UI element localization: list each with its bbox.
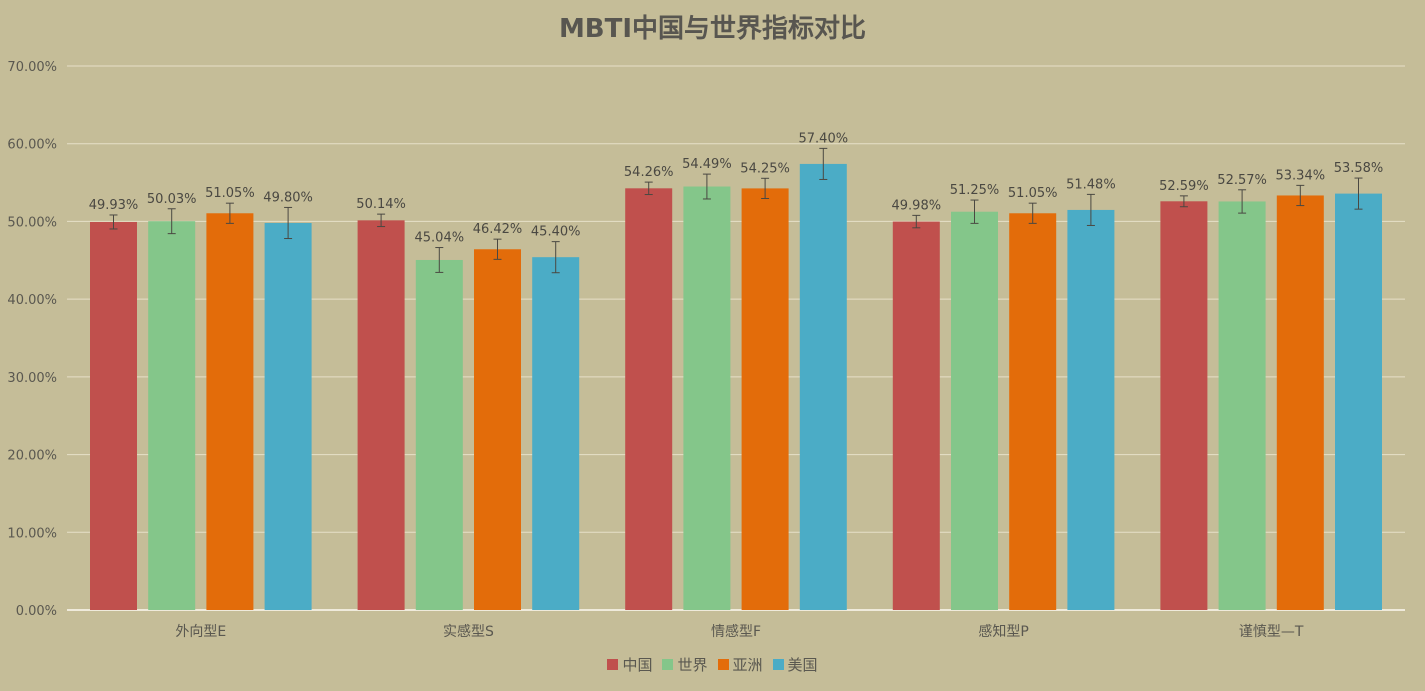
data-label: 52.59% [1159,179,1209,194]
data-label: 54.26% [624,165,674,180]
bar-世界[interactable] [415,259,463,610]
data-label: 51.05% [1008,186,1058,201]
data-label: 45.04% [415,231,465,246]
y-tick-label: 10.00% [7,526,57,541]
legend-swatch-icon [662,659,674,670]
y-tick-label: 60.00% [7,138,57,153]
bar-亚洲[interactable] [474,249,521,610]
data-label: 52.57% [1217,173,1267,188]
bar-中国[interactable] [90,221,137,610]
bar-美国[interactable] [532,257,580,610]
bar-中国[interactable] [625,188,673,611]
x-category-label: 情感型F [711,623,761,640]
legend-label: 中国 [622,656,653,674]
y-tick-label: 20.00% [7,449,57,464]
legend-item[interactable]: 中国 [607,654,652,675]
data-label: 57.40% [799,131,849,146]
chart-legend: 中国 世界 亚洲 美国 [0,654,1425,675]
data-label: 49.98% [892,198,942,213]
legend-swatch-icon [717,659,729,670]
bar-亚洲[interactable] [741,188,789,610]
y-tick-label: 0.00% [16,604,57,619]
data-label: 49.80% [263,190,313,205]
legend-label: 美国 [787,656,818,674]
bar-美国[interactable] [264,222,312,611]
legend-swatch-icon [772,659,784,670]
x-category-label: 谨慎型—T [1239,624,1304,640]
y-tick-label: 30.00% [7,371,57,386]
bar-chart: 0.00% 10.00% 20.00% 30.00% 40.00% 50.00% 60.00… [7,60,1405,640]
bar-世界[interactable] [148,221,196,610]
bar-美国[interactable] [799,163,847,611]
bar-世界[interactable] [683,186,731,610]
data-label: 46.42% [473,222,523,237]
bar-中国[interactable] [1160,201,1208,610]
x-category-label: 感知型P [978,623,1028,640]
data-label: 51.25% [950,183,1000,198]
data-label: 53.58% [1334,161,1384,176]
y-tick-label: 70.00% [7,60,57,75]
data-label: 50.03% [147,192,197,207]
x-category-label: 实感型S [443,623,494,640]
legend-item[interactable]: 亚洲 [717,654,763,675]
legend-item[interactable]: 世界 [662,654,708,675]
data-label: 45.40% [531,225,581,240]
bar-中国[interactable] [892,221,940,611]
bar-世界[interactable] [1218,201,1266,610]
legend-label: 亚洲 [732,656,763,674]
bar-亚洲[interactable] [1009,213,1057,611]
legend-swatch-icon [607,659,619,670]
legend-item[interactable]: 美国 [772,654,818,675]
data-label: 51.48% [1066,177,1116,192]
bar-世界[interactable] [951,211,998,610]
chart-title: MBTI中国与世界指标对比 [558,14,867,44]
data-label: 54.49% [682,157,732,172]
data-label: 49.93% [89,198,139,213]
bar-亚洲[interactable] [206,213,254,611]
legend-label: 世界 [677,656,708,674]
bar-美国[interactable] [1335,193,1382,610]
bar-中国[interactable] [357,220,405,610]
data-label: 50.14% [356,197,406,212]
data-label: 53.34% [1276,168,1326,183]
bar-亚洲[interactable] [1276,195,1324,611]
data-label: 54.25% [740,161,790,176]
bar-美国[interactable] [1067,209,1115,610]
y-tick-label: 50.00% [7,215,57,230]
y-tick-label: 40.00% [7,293,57,308]
x-category-label: 外向型E [175,624,226,640]
data-label: 51.05% [205,186,255,201]
